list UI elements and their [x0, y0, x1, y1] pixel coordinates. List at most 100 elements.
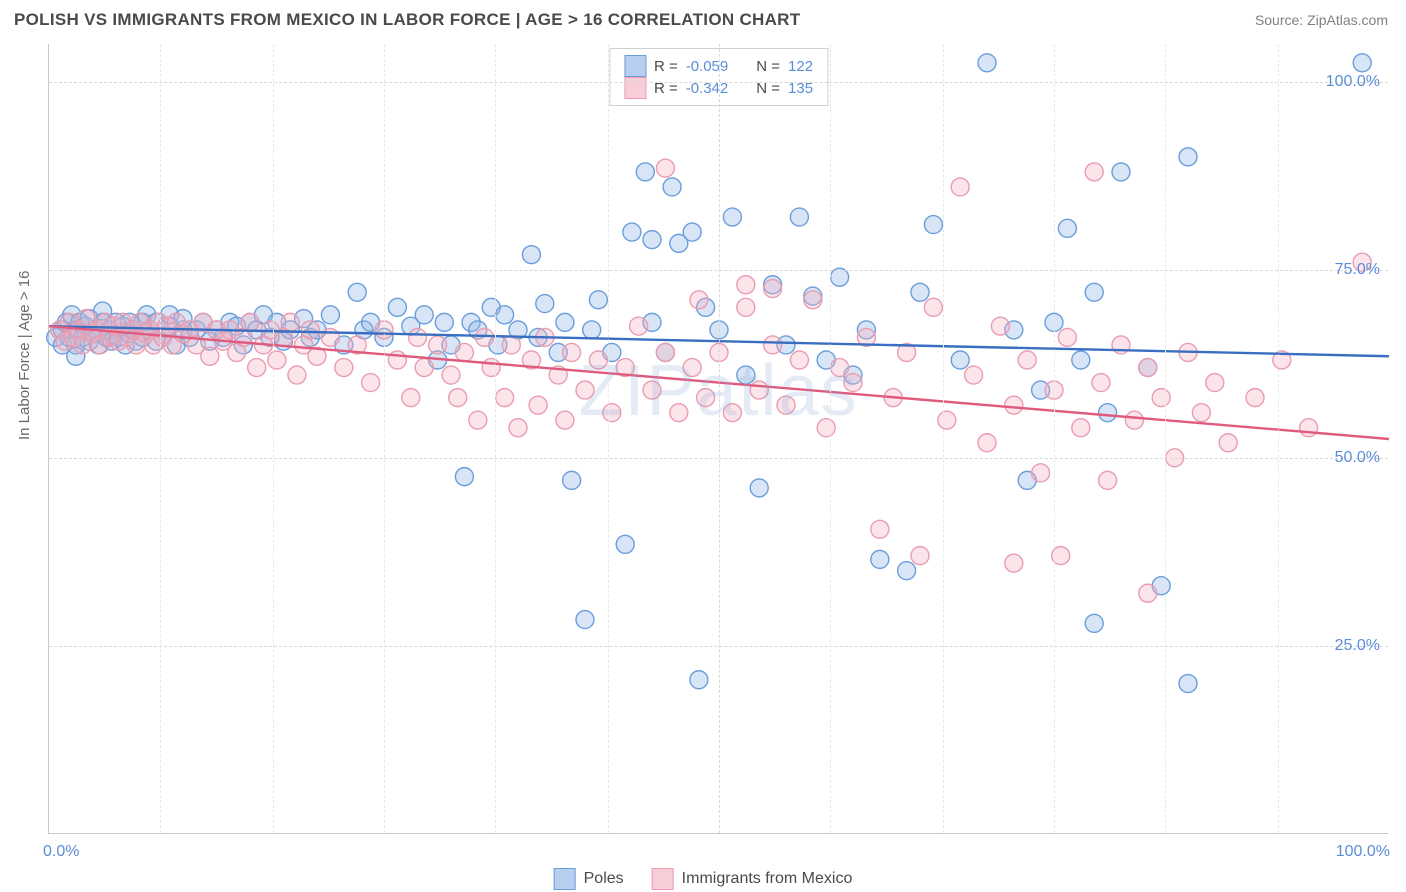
- data-point: [1058, 219, 1076, 237]
- data-point: [991, 317, 1009, 335]
- legend-n-value: 122: [788, 58, 813, 75]
- data-point: [1099, 471, 1117, 489]
- data-point: [576, 611, 594, 629]
- data-point: [764, 280, 782, 298]
- data-point: [804, 291, 822, 309]
- data-point: [737, 366, 755, 384]
- chart-title: POLISH VS IMMIGRANTS FROM MEXICO IN LABO…: [14, 10, 800, 30]
- data-point: [690, 291, 708, 309]
- data-point: [589, 291, 607, 309]
- grid-line-v-minor: [160, 44, 161, 833]
- data-point: [831, 268, 849, 286]
- legend-swatch: [554, 868, 576, 890]
- data-point: [1139, 584, 1157, 602]
- legend-label: Poles: [584, 870, 624, 888]
- data-point: [663, 178, 681, 196]
- source-attribution: Source: ZipAtlas.com: [1255, 12, 1388, 28]
- grid-line-v-minor: [1278, 44, 1279, 833]
- data-point: [978, 54, 996, 72]
- legend-swatch: [624, 77, 646, 99]
- data-point: [603, 404, 621, 422]
- data-point: [737, 276, 755, 294]
- data-point: [348, 283, 366, 301]
- data-point: [1005, 554, 1023, 572]
- data-point: [898, 562, 916, 580]
- data-point: [1125, 411, 1143, 429]
- legend-n-label: N =: [756, 58, 780, 75]
- data-point: [1139, 359, 1157, 377]
- data-point: [697, 389, 715, 407]
- data-point: [1206, 374, 1224, 392]
- grid-line-v-minor: [608, 44, 609, 833]
- data-point: [415, 359, 433, 377]
- data-point: [1005, 396, 1023, 414]
- x-tick-label: 0.0%: [43, 843, 79, 861]
- data-point: [777, 396, 795, 414]
- legend-swatch: [652, 868, 674, 890]
- data-point: [764, 336, 782, 354]
- data-point: [643, 381, 661, 399]
- data-point: [556, 313, 574, 331]
- legend-swatch: [624, 55, 646, 77]
- x-tick-label: 100.0%: [1336, 843, 1390, 861]
- y-tick-label: 50.0%: [1335, 449, 1380, 467]
- data-point: [656, 343, 674, 361]
- data-point: [1179, 148, 1197, 166]
- data-point: [871, 520, 889, 538]
- y-tick-label: 25.0%: [1335, 637, 1380, 655]
- data-point: [563, 343, 581, 361]
- data-point: [951, 178, 969, 196]
- data-point: [683, 359, 701, 377]
- chart-plot-area: ZIPatlas R = -0.059N = 122R = -0.342N = …: [48, 44, 1388, 834]
- y-axis-title: In Labor Force | Age > 16: [16, 271, 33, 440]
- data-point: [683, 223, 701, 241]
- data-point: [1072, 419, 1090, 437]
- data-point: [449, 389, 467, 407]
- data-point: [750, 381, 768, 399]
- data-point: [750, 479, 768, 497]
- grid-line-v-minor: [273, 44, 274, 833]
- series-legend: Poles Immigrants from Mexico: [554, 868, 853, 890]
- grid-line-v-minor: [1165, 44, 1166, 833]
- data-point: [1085, 283, 1103, 301]
- data-point: [951, 351, 969, 369]
- legend-item: Immigrants from Mexico: [652, 868, 853, 890]
- data-point: [831, 359, 849, 377]
- data-point: [476, 328, 494, 346]
- data-point: [409, 328, 427, 346]
- data-point: [1085, 614, 1103, 632]
- data-point: [442, 366, 460, 384]
- data-point: [790, 351, 808, 369]
- data-point: [643, 231, 661, 249]
- data-point: [415, 306, 433, 324]
- data-point: [636, 163, 654, 181]
- data-point: [790, 208, 808, 226]
- data-point: [1018, 351, 1036, 369]
- data-point: [469, 411, 487, 429]
- data-point: [924, 298, 942, 316]
- data-point: [1092, 374, 1110, 392]
- data-point: [536, 295, 554, 313]
- data-point: [1179, 675, 1197, 693]
- data-point: [556, 411, 574, 429]
- data-point: [1353, 54, 1371, 72]
- data-point: [455, 343, 473, 361]
- grid-line-v-minor: [830, 44, 831, 833]
- grid-line-v-minor: [943, 44, 944, 833]
- data-point: [965, 366, 983, 384]
- data-point: [723, 208, 741, 226]
- data-point: [1246, 389, 1264, 407]
- data-point: [871, 550, 889, 568]
- data-point: [496, 389, 514, 407]
- data-point: [656, 159, 674, 177]
- data-point: [978, 434, 996, 452]
- data-point: [502, 336, 520, 354]
- data-point: [737, 298, 755, 316]
- data-point: [402, 389, 420, 407]
- data-point: [1085, 163, 1103, 181]
- data-point: [616, 535, 634, 553]
- data-point: [924, 216, 942, 234]
- data-point: [1219, 434, 1237, 452]
- data-point: [670, 404, 688, 422]
- data-point: [589, 351, 607, 369]
